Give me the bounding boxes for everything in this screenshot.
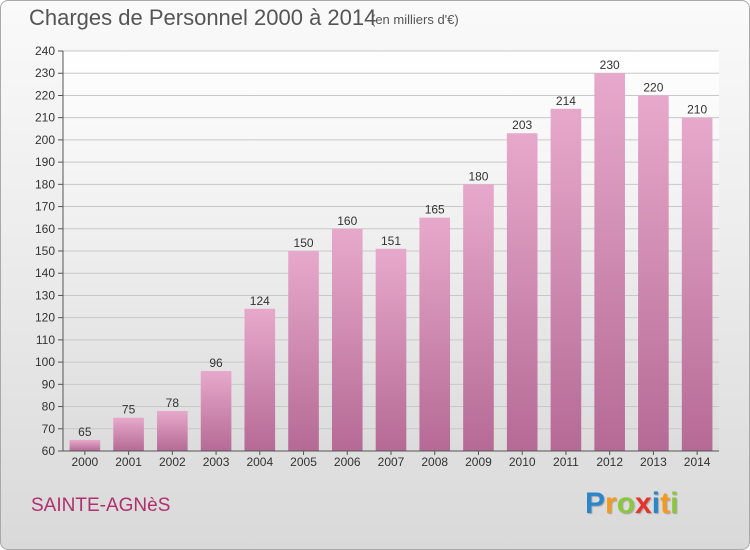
proxiti-logo-letter: P [585,487,606,520]
x-tick-label: 2001 [115,455,142,469]
proxiti-logo-letter: x [635,487,652,520]
y-tick-label: 160 [35,222,55,236]
bar-2013 [638,95,669,451]
data-label: 78 [166,396,180,410]
data-label: 210 [687,103,707,117]
x-tick-label: 2009 [465,455,492,469]
x-tick-label: 2007 [378,455,405,469]
y-tick-label: 180 [35,177,55,191]
x-tick-label: 2003 [203,455,230,469]
x-tick-label: 2005 [290,455,317,469]
y-tick-label: 220 [35,88,55,102]
bar-2011 [550,108,582,452]
proxiti-logo-letter: i [651,487,661,520]
bar-2009 [463,184,494,452]
x-tick-label: 2014 [684,455,711,469]
chart-subtitle: (en milliers d'€) [371,12,459,27]
bar-2006 [331,228,363,451]
proxiti-logo-letter: t [660,487,671,520]
x-tick-label: 2013 [640,455,667,469]
proxiti-logo-letter: i [670,487,679,520]
proxiti-logo-letter: r [605,487,617,520]
data-label: 230 [600,58,620,72]
bar-2012 [594,73,625,451]
bar-2001 [113,417,144,451]
x-tick-label: 2008 [421,455,448,469]
x-tick-label: 2002 [159,455,186,469]
chart-title: Charges de Personnel 2000 à 2014 [29,5,377,30]
y-tick-label: 130 [35,288,55,302]
bar-2003 [200,371,232,451]
y-tick-label: 110 [36,333,55,347]
data-label: 150 [294,236,314,250]
y-tick-label: 240 [35,44,55,58]
bar-2008 [419,217,451,451]
data-label: 65 [78,425,92,439]
bar-2007 [375,248,407,451]
commune-name: SAINTE-AGNèS [31,495,171,516]
x-tick-label: 2006 [334,455,361,469]
y-tick-label: 100 [35,355,55,369]
bar-2002 [157,411,188,451]
y-tick-label: 150 [35,244,55,258]
y-tick-label: 170 [35,200,55,214]
x-tick-label: 2011 [553,455,579,469]
y-tick-label: 140 [35,266,55,280]
data-label: 180 [468,169,488,183]
y-tick-label: 90 [42,377,56,391]
data-label: 151 [381,234,401,248]
data-label: 165 [425,203,445,217]
bar-2014 [681,117,713,452]
y-tick-label: 120 [35,311,55,325]
data-label: 75 [122,403,136,417]
data-label: 220 [643,80,663,94]
y-tick-label: 70 [42,422,56,436]
y-tick-label: 230 [35,66,55,80]
data-label: 160 [337,214,357,228]
y-tick-label: 80 [42,400,56,414]
bar-2004 [244,308,276,451]
bar-2000 [69,439,101,451]
y-tick-label: 190 [35,155,55,169]
y-tick-label: 200 [35,133,55,147]
bar-2010 [506,133,538,451]
x-tick-label: 2004 [246,455,273,469]
x-tick-label: 2010 [509,455,536,469]
data-label: 96 [209,356,223,370]
proxiti-logo-letter: o [616,487,636,520]
data-label: 124 [250,294,270,308]
x-tick-label: 2012 [596,455,623,469]
proxiti-logo: Proxiti [585,487,678,521]
y-tick-label: 60 [42,444,56,458]
x-tick-label: 2000 [72,455,99,469]
data-label: 203 [512,118,532,132]
data-label: 214 [556,94,576,108]
bar-2005 [288,251,319,451]
y-tick-label: 210 [35,111,55,125]
